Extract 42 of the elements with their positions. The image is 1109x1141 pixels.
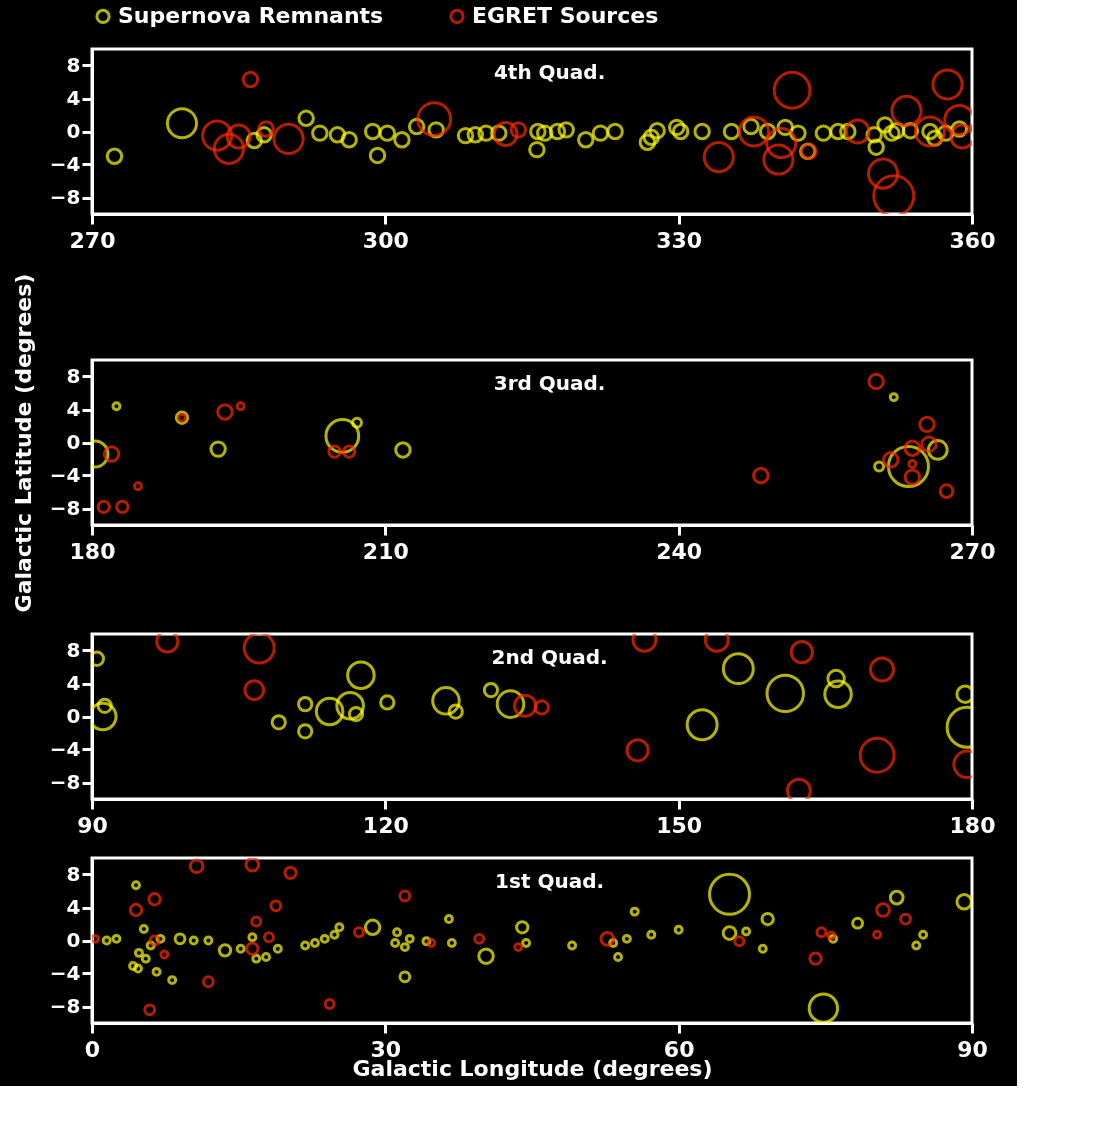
x-tick-label: 210 — [362, 538, 409, 564]
x-tick-label: 60 — [663, 1036, 695, 1062]
y-tick-label: −4 — [49, 737, 81, 761]
x-tick-label: 90 — [77, 812, 108, 838]
y-tick-label: 8 — [66, 638, 81, 662]
y-tick-label: −8 — [49, 185, 81, 209]
y-tick-label: 0 — [66, 704, 81, 728]
x-tick-label: 270 — [949, 538, 996, 564]
x-tick-label: 300 — [362, 227, 409, 253]
y-tick-label: 4 — [66, 671, 81, 695]
y-tick-label: 4 — [66, 86, 81, 110]
x-tick-label: 270 — [69, 227, 116, 253]
y-tick-label: 8 — [66, 364, 81, 388]
annotation: 4th Quad. — [493, 60, 606, 84]
y-tick-label: 8 — [66, 862, 81, 886]
y-tick-label: −8 — [49, 994, 81, 1018]
y-tick-label: 4 — [66, 895, 81, 919]
x-tick-label: 120 — [362, 812, 409, 838]
y-tick-label: 4 — [66, 397, 81, 421]
x-tick-label: 150 — [656, 812, 703, 838]
x-tick-label: 330 — [656, 227, 703, 253]
y-axis-title: Galactic Latitude (degrees) — [10, 273, 36, 613]
legend-label: Supernova Remnants — [118, 3, 384, 29]
y-tick-label: −8 — [49, 496, 81, 520]
x-tick-label: 0 — [84, 1036, 101, 1062]
y-tick-label: 8 — [66, 53, 81, 77]
y-tick-label: −4 — [49, 152, 81, 176]
x-tick-label: 180 — [69, 538, 116, 564]
annotation: 3rd Quad. — [493, 371, 606, 395]
legend-label: EGRET Sources — [472, 3, 659, 29]
y-tick-label: 0 — [66, 119, 81, 143]
x-tick-label: 360 — [949, 227, 996, 253]
x-tick-label: 90 — [957, 1036, 988, 1062]
annotation: 2nd Quad. — [491, 645, 608, 669]
y-tick-label: 0 — [66, 928, 81, 952]
annotation: 1st Quad. — [495, 869, 605, 893]
x-tick-label: 180 — [949, 812, 996, 838]
y-tick-label: −4 — [49, 961, 81, 985]
y-tick-label: −8 — [49, 770, 81, 794]
x-tick-label: 240 — [656, 538, 703, 564]
y-tick-label: −4 — [49, 463, 81, 487]
y-tick-label: 0 — [66, 430, 81, 454]
